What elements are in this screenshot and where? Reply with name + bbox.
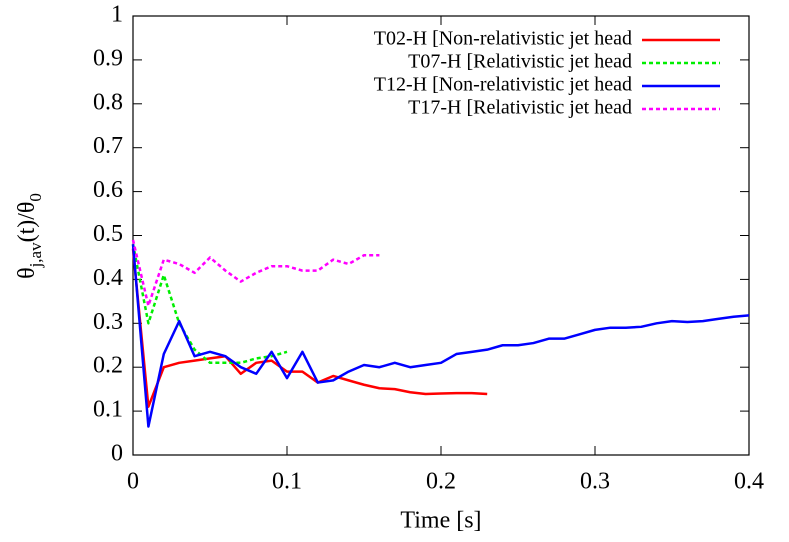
y-tick-label: 0.9: [93, 45, 123, 71]
y-axis-label: θj,av(t)/θ0: [14, 193, 46, 279]
series-line: [131, 239, 380, 307]
legend-label: T02-H [Non-relativistic jet head: [374, 28, 632, 50]
x-tick-label: 0.3: [580, 469, 610, 495]
y-tick-label: 0.6: [93, 177, 123, 203]
series-line: [131, 244, 750, 428]
x-tick-label: 0.1: [272, 469, 302, 495]
legend-label: T17-H [Relativistic jet head: [408, 97, 632, 119]
x-tick-label: 0.2: [426, 469, 456, 495]
y-axis-label-part: j,av: [26, 242, 45, 269]
y-tick-label: 0.1: [93, 397, 123, 423]
y-tick-label: 0.2: [93, 353, 123, 379]
legend-label: T07-H [Relativistic jet head: [408, 51, 632, 73]
y-axis-label-part: (t)/θ: [14, 202, 40, 243]
y-tick-label: 0.4: [93, 265, 123, 291]
x-tick-label: 0: [127, 469, 139, 495]
y-tick-label: 0.5: [93, 221, 123, 247]
y-tick-label: 0.8: [93, 89, 123, 115]
y-axis-label-part: 0: [26, 193, 45, 202]
y-tick-label: 1: [111, 2, 123, 28]
y-tick-label: 0.3: [93, 309, 123, 335]
y-axis-label-part: θ: [14, 267, 40, 279]
y-tick-label: 0.7: [93, 133, 123, 159]
x-axis-label: Time [s]: [400, 508, 481, 534]
legend-label: T12-H [Non-relativistic jet head: [374, 74, 632, 96]
series-line: [131, 244, 288, 365]
x-tick-label: 0.4: [734, 469, 764, 495]
series-line: [131, 248, 488, 408]
y-tick-label: 0: [111, 441, 123, 467]
